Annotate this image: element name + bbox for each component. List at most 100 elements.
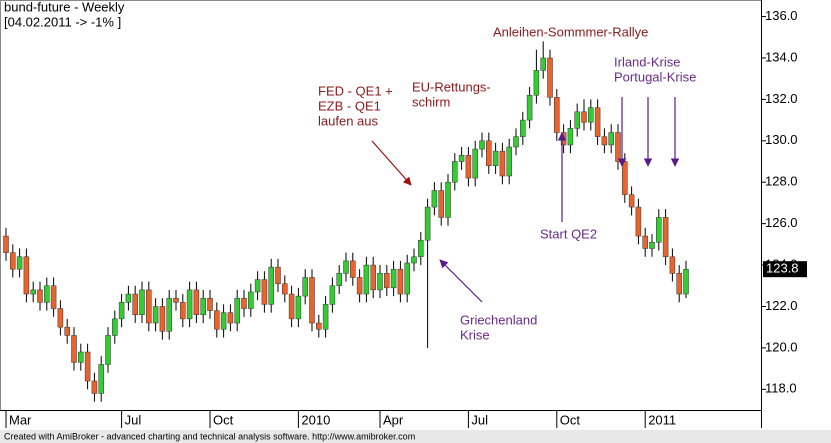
candle-body — [30, 289, 36, 295]
annotation: Krise — [460, 327, 490, 342]
candle-body — [554, 97, 560, 133]
candle-body — [118, 302, 125, 320]
candle-body — [384, 273, 390, 289]
annotation: schirm — [412, 94, 450, 109]
candle-body — [581, 111, 587, 123]
candle-body — [662, 217, 669, 258]
candle-body — [622, 161, 628, 195]
candle-body — [220, 312, 227, 330]
candle-body — [37, 289, 43, 303]
candle-body — [404, 262, 410, 295]
candle-body — [173, 297, 179, 303]
candle-body — [64, 326, 70, 336]
candle-body — [78, 351, 84, 363]
candle-body — [254, 279, 261, 293]
candle-body — [295, 295, 302, 320]
candle-body — [506, 146, 512, 177]
candle-body — [547, 57, 553, 98]
candle-body — [180, 302, 186, 320]
last-price-label: 123.8 — [766, 261, 799, 276]
candle-body — [91, 380, 98, 394]
candle-body — [234, 297, 240, 324]
candle-body — [356, 277, 363, 295]
arrow — [439, 259, 483, 303]
x-tick-label: 2010 — [301, 412, 330, 427]
candle-body — [567, 128, 574, 146]
candle-body — [3, 235, 9, 253]
candle-body — [445, 181, 451, 218]
candle-body — [105, 335, 111, 365]
candle-body — [200, 297, 206, 315]
candle-body — [44, 285, 50, 303]
candle-body — [683, 268, 689, 295]
annotation: Start QE2 — [540, 226, 597, 241]
candle-body — [282, 283, 288, 295]
candle-body — [513, 136, 519, 148]
arrow — [371, 140, 412, 186]
y-tick-label: 134.0 — [765, 49, 798, 64]
candle-body — [207, 297, 213, 311]
candle-body — [186, 289, 193, 320]
x-tick-label: Jul — [471, 412, 488, 427]
y-tick-label: 126.0 — [765, 215, 798, 230]
candle-body — [526, 95, 533, 121]
candle-body — [98, 364, 104, 394]
candle-body — [159, 306, 166, 332]
candle-body — [370, 264, 376, 291]
candle-body — [363, 264, 370, 295]
annotation: EZB - QE1 — [318, 98, 381, 113]
candle-body — [309, 277, 315, 324]
candle-body — [499, 150, 506, 177]
candle-body — [261, 279, 268, 305]
candle-body — [241, 297, 247, 309]
candle-body — [520, 119, 526, 137]
candle-body — [343, 260, 349, 274]
candle-body — [139, 289, 145, 315]
candle-body — [71, 335, 77, 363]
chart-subtitle: [04.02.2011 -> -1% ] — [4, 14, 121, 29]
candle-body — [601, 136, 608, 146]
candle-body — [329, 285, 336, 305]
annotation: FED - QE1 + — [318, 83, 393, 98]
candle-body — [486, 140, 492, 166]
annotation: Portugal-Krise — [614, 69, 696, 84]
candle-body — [479, 140, 485, 150]
candle-body — [57, 308, 64, 328]
candle-body — [635, 206, 642, 237]
candle-body — [431, 190, 438, 208]
annotation: laufen aus — [318, 113, 378, 128]
y-tick-label: 130.0 — [765, 132, 798, 147]
candle-body — [390, 268, 397, 289]
x-tick-label: Jul — [125, 412, 142, 427]
candle-body — [316, 322, 322, 330]
x-tick-label: Oct — [213, 412, 234, 427]
y-tick-label: 118.0 — [765, 381, 797, 396]
annotation: EU-Rettungs- — [412, 79, 491, 94]
candle-body — [676, 273, 682, 295]
candle-body — [642, 235, 648, 249]
candle-body — [588, 107, 594, 123]
candle-body — [397, 268, 404, 295]
candle-body — [574, 111, 580, 129]
candle-body — [132, 293, 138, 315]
y-tick-label: 120.0 — [765, 339, 798, 354]
candle-body — [302, 277, 308, 297]
candle-body — [350, 260, 356, 278]
candle-body — [16, 256, 23, 270]
candle-body — [615, 132, 621, 162]
y-tick-label: 136.0 — [765, 8, 798, 23]
y-tick-label: 128.0 — [765, 174, 798, 189]
x-tick-label: Mar — [9, 412, 32, 427]
candle-body — [438, 190, 444, 218]
candle-body — [152, 306, 159, 324]
candle-body — [608, 132, 614, 146]
footer: Created with AmiBroker - advanced charti… — [4, 431, 415, 441]
candle-body — [112, 318, 118, 336]
arrows — [371, 97, 680, 303]
candle-body — [656, 217, 662, 243]
candle-body — [248, 291, 254, 309]
candle-body — [594, 107, 601, 137]
candle-body — [424, 206, 431, 241]
candle-body — [10, 252, 16, 270]
